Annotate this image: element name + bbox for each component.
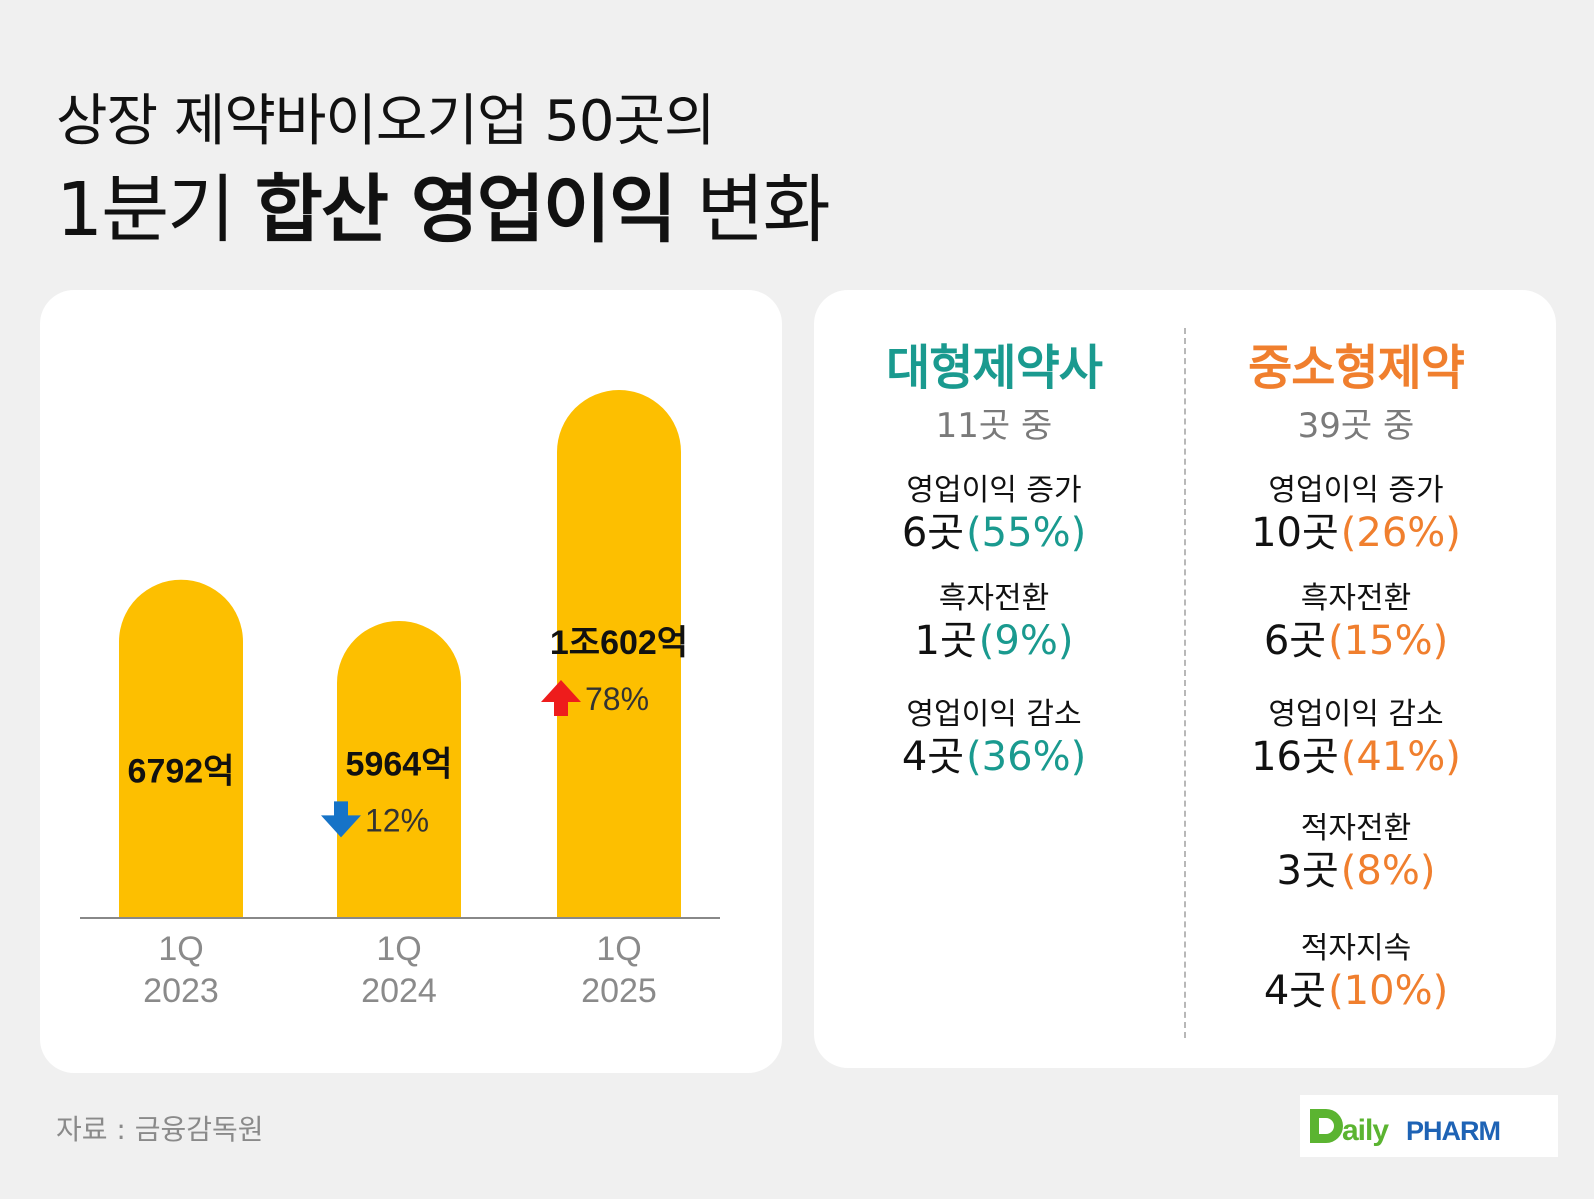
stat-count: 16곳 [1251,734,1339,780]
small-pharma-subtitle: 39곳 중 [1297,406,1415,446]
title-bold: 합산 영업이익 [254,167,677,253]
bar [557,390,681,918]
change-label: 12% [365,802,429,838]
svg-text:aily: aily [1342,1114,1389,1147]
change-label: 78% [585,681,649,717]
large-pharma-title: 대형제약사 [886,340,1103,396]
x-tick-label: 1Q [158,930,203,968]
stat-count: 6곳 [1263,618,1327,664]
bar [337,620,461,918]
stat-label: 적자전환 [1300,811,1412,846]
title-line-2: 1분기 합산 영업이익 변화 [56,150,831,257]
stat-label: 적자지속 [1300,931,1412,966]
down-arrow-icon [321,801,361,838]
dailypharm-logo: aily PHARM [1300,1095,1558,1157]
small-pharma-title: 중소형제약 [1248,340,1465,396]
company-stats-card: 대형제약사 11곳 중 영업이익 증가 6곳(55%) 흑자전환 1곳(9%) … [814,290,1556,1068]
title-line-1: 상장 제약바이오기업 50곳의 [56,89,716,154]
stat-value: 6곳(55%) [814,510,1174,556]
stat-percent: (15%) [1328,618,1449,664]
x-tick-label: 1Q [596,930,641,968]
stat-percent: (10%) [1328,968,1449,1014]
title-suffix: 변화 [675,167,831,253]
source-note: 자료 : 금융감독원 [56,1113,264,1146]
stat-value: 4곳(10%) [1176,968,1536,1014]
large-pharma-subtitle: 11곳 중 [935,406,1053,446]
data-label: 1조602억 [550,624,688,662]
stat-label: 영업이익 감소 [1268,697,1444,732]
title-prefix: 1분기 [56,167,255,253]
up-arrow-icon [541,680,581,716]
stat-item: 영업이익 감소 16곳(41%) [1176,696,1536,780]
stat-count: 6곳 [901,510,965,556]
stat-value: 10곳(26%) [1176,510,1536,556]
stat-count: 4곳 [901,734,965,780]
stat-count: 1곳 [914,618,977,664]
column-divider [1184,328,1186,1038]
stat-value: 1곳(9%) [814,618,1174,664]
stat-label: 영업이익 증가 [1268,473,1444,508]
stat-percent: (26%) [1340,510,1461,556]
data-label: 5964억 [346,745,453,783]
stat-percent: (41%) [1340,734,1461,780]
stat-percent: (9%) [978,618,1074,664]
logo-mark: aily PHARM [1310,1109,1501,1147]
chart-card: 6792억 1Q 2023 5964억 12% 1Q 2024 1조602억 78% 1Q 2025 [40,290,782,1073]
stat-count: 3곳 [1276,848,1339,894]
stat-value: 6곳(15%) [1176,618,1536,664]
x-tick-label: 1Q [376,930,421,968]
bar [119,579,243,918]
stat-label: 영업이익 감소 [906,697,1082,732]
stat-item: 흑자전환 1곳(9%) [814,580,1174,664]
stat-value: 4곳(36%) [814,734,1174,780]
svg-text:PHARM: PHARM [1406,1116,1500,1146]
stat-value: 3곳(8%) [1176,848,1536,894]
stat-label: 영업이익 증가 [906,473,1082,508]
stat-label: 흑자전환 [938,581,1050,616]
stat-count: 4곳 [1263,968,1327,1014]
stat-item: 영업이익 증가 10곳(26%) [1176,472,1536,556]
stat-percent: (55%) [966,510,1087,556]
stat-count: 10곳 [1251,510,1339,556]
bar-chart: 6792억 1Q 2023 5964억 12% 1Q 2024 1조602억 78% 1Q 2025 [80,390,720,1010]
stat-item: 적자전환 3곳(8%) [1176,810,1536,894]
x-tick-label: 2025 [581,972,657,1010]
stat-item: 영업이익 증가 6곳(55%) [814,472,1174,556]
stat-item: 흑자전환 6곳(15%) [1176,580,1536,664]
x-tick-label: 2023 [143,972,219,1010]
data-label: 6792억 [128,753,235,791]
stat-label: 흑자전환 [1300,581,1412,616]
stat-item: 적자지속 4곳(10%) [1176,930,1536,1014]
x-tick-label: 2024 [361,972,437,1010]
stat-item: 영업이익 감소 4곳(36%) [814,696,1174,780]
stat-percent: (8%) [1340,848,1436,894]
stat-percent: (36%) [966,734,1087,780]
stat-value: 16곳(41%) [1176,734,1536,780]
